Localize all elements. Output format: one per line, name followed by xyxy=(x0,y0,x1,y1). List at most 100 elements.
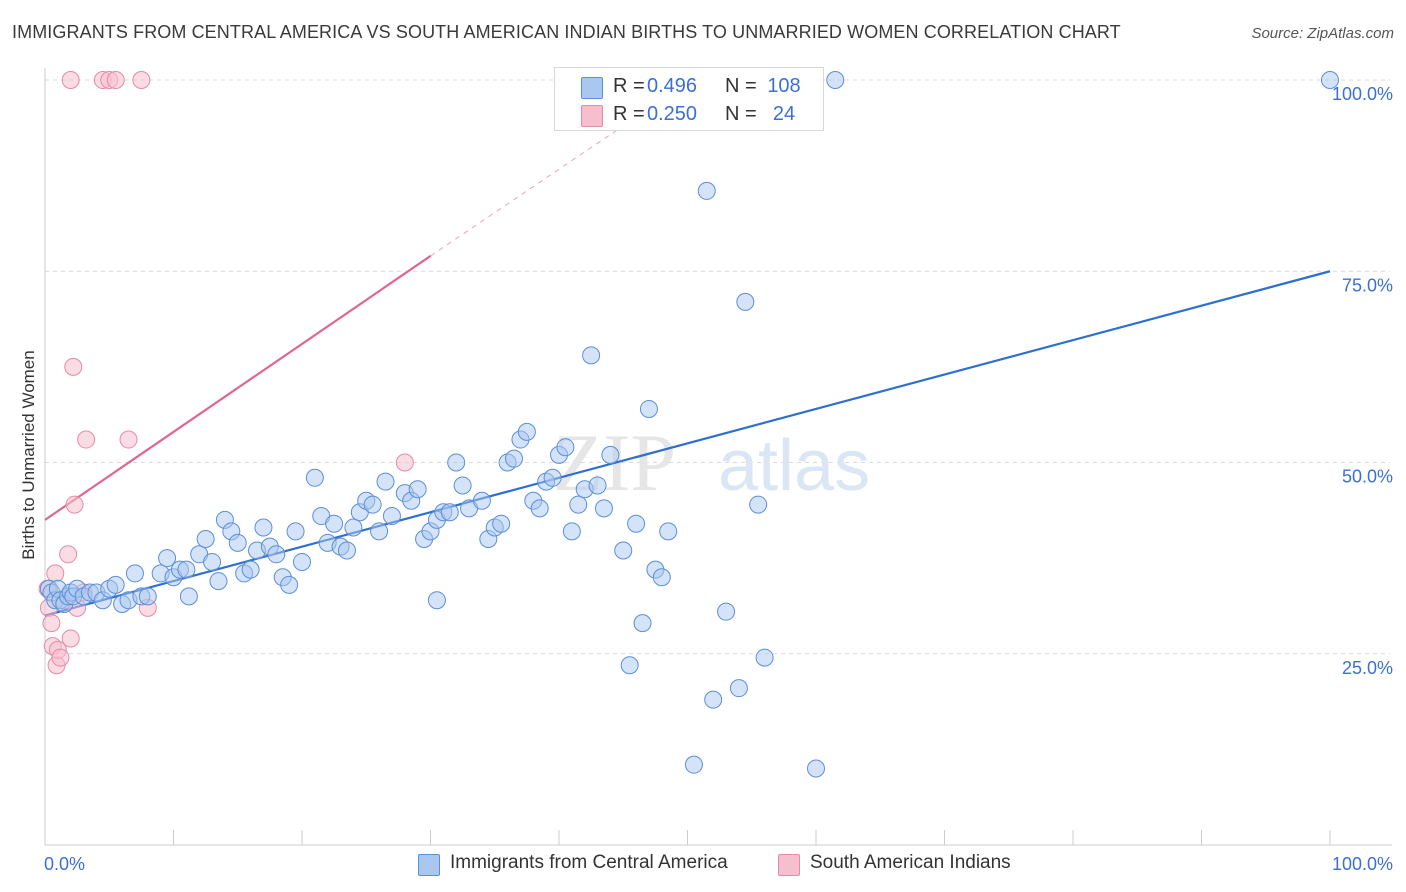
point-central-america xyxy=(177,560,196,579)
point-central-america xyxy=(241,560,260,579)
point-central-america xyxy=(704,690,723,709)
point-central-america xyxy=(203,552,222,571)
point-south-american-indians xyxy=(65,495,84,514)
point-central-america xyxy=(652,568,671,587)
point-central-america xyxy=(582,346,601,365)
tick-labels: 25.0% 50.0% 75.0% 100.0% 0.0% 100.0% xyxy=(44,84,1393,874)
point-central-america xyxy=(196,530,215,548)
point-central-america xyxy=(633,614,652,633)
bottom-legend-swatch-blue xyxy=(418,854,440,876)
watermark-atlas: atlas xyxy=(718,426,870,506)
point-central-america xyxy=(427,591,446,610)
legend-swatch-blue xyxy=(581,77,603,99)
point-south-american-indians xyxy=(61,629,80,648)
point-central-america xyxy=(447,453,466,472)
point-central-america xyxy=(293,552,311,571)
bottom-legend-blue: Immigrants from Central America xyxy=(418,852,758,878)
point-central-america xyxy=(492,514,511,533)
bottom-legend-label-pink: South American Indians xyxy=(810,852,1011,873)
point-central-america xyxy=(158,549,177,568)
point-central-america xyxy=(209,572,228,591)
point-central-america xyxy=(736,292,755,311)
point-central-america xyxy=(267,545,286,564)
point-south-american-indians xyxy=(77,430,96,449)
point-central-america xyxy=(556,438,575,457)
point-central-america xyxy=(614,541,633,560)
point-central-america xyxy=(594,499,613,518)
legend-box: R = 0.496 N = 108 R = 0.250 N = 24 xyxy=(554,67,824,131)
point-central-america xyxy=(228,533,247,552)
point-central-america xyxy=(1321,71,1339,89)
point-south-american-indians xyxy=(61,71,80,89)
point-central-america xyxy=(826,71,845,89)
point-south-american-indians xyxy=(119,430,138,449)
point-central-america xyxy=(376,472,395,491)
y-tick-label: 50.0% xyxy=(1342,467,1393,487)
bottom-legend-label-blue: Immigrants from Central America xyxy=(450,852,728,873)
point-central-america xyxy=(337,541,356,560)
point-central-america xyxy=(807,759,825,778)
data-points xyxy=(38,71,1339,778)
x-tick-label: 0.0% xyxy=(44,854,85,874)
point-south-american-indians xyxy=(132,71,151,89)
legend-row-pink: R = 0.250 N = 24 xyxy=(555,101,823,129)
point-central-america xyxy=(530,499,549,518)
point-central-america xyxy=(382,507,401,526)
point-central-america xyxy=(717,602,736,621)
point-central-america xyxy=(286,522,305,541)
point-central-america xyxy=(755,648,774,667)
point-central-america xyxy=(659,522,678,541)
point-central-america xyxy=(408,480,427,499)
legend-r-label: R = xyxy=(613,103,645,125)
point-central-america xyxy=(344,518,363,537)
point-central-america xyxy=(569,495,588,514)
point-central-america xyxy=(543,468,562,487)
point-central-america xyxy=(684,755,703,774)
point-central-america xyxy=(453,476,472,495)
x-tick-label: 100.0% xyxy=(1332,854,1393,874)
y-tick-label: 75.0% xyxy=(1342,275,1393,295)
point-central-america xyxy=(125,564,144,583)
y-tick-label: 25.0% xyxy=(1342,658,1393,678)
point-central-america xyxy=(325,514,344,533)
legend-n-value: 108 xyxy=(767,75,801,97)
point-central-america xyxy=(639,399,658,418)
legend-r-value: 0.250 xyxy=(647,103,698,125)
point-central-america xyxy=(472,491,491,510)
point-central-america xyxy=(505,449,524,468)
point-south-american-indians xyxy=(64,357,83,376)
bottom-legend-swatch-pink xyxy=(778,854,800,876)
point-central-america xyxy=(588,476,607,495)
legend-r-label: R = xyxy=(613,75,645,97)
legend-r-value: 0.496 xyxy=(647,75,698,97)
point-central-america xyxy=(627,514,646,533)
point-central-america xyxy=(179,587,198,606)
point-central-america xyxy=(517,422,536,441)
point-central-america xyxy=(138,587,157,606)
bottom-legend-pink: South American Indians xyxy=(778,852,1058,878)
source-label: Source: ZipAtlas.com xyxy=(1251,25,1394,42)
y-axis-label: Births to Unmarried Women xyxy=(19,350,38,559)
gridlines xyxy=(45,79,1390,655)
point-central-america xyxy=(254,518,273,537)
legend-row-blue: R = 0.496 N = 108 xyxy=(555,73,823,101)
point-south-american-indians xyxy=(395,453,414,472)
point-central-america xyxy=(601,445,620,464)
point-central-america xyxy=(749,495,768,514)
legend-n-label: N = xyxy=(725,75,757,97)
point-central-america xyxy=(440,503,459,522)
legend-n-value: 24 xyxy=(772,103,796,125)
point-central-america xyxy=(562,522,581,541)
legend-n-label: N = xyxy=(725,103,757,125)
point-central-america xyxy=(305,468,324,487)
point-south-american-indians xyxy=(59,545,78,564)
axes xyxy=(44,68,1392,846)
point-south-american-indians xyxy=(46,564,65,583)
point-central-america xyxy=(729,679,748,698)
legend-swatch-pink xyxy=(581,105,603,127)
point-central-america xyxy=(370,522,389,541)
point-south-american-indians xyxy=(106,71,125,89)
trendline-south-american-indians xyxy=(44,255,432,521)
y-tick-label: 100.0% xyxy=(1332,84,1393,104)
